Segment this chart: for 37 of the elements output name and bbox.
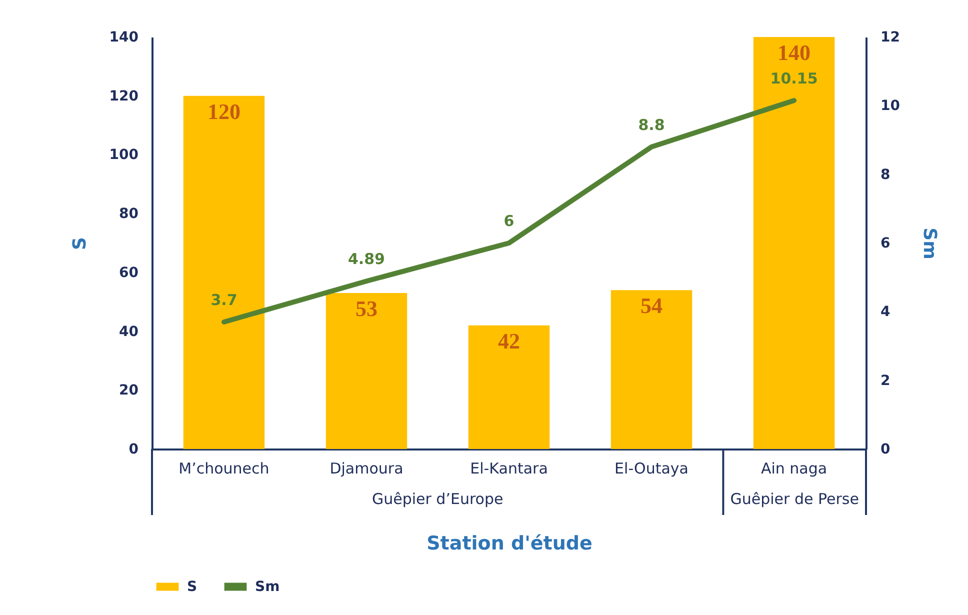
- y-tick-label: 0: [128, 442, 139, 458]
- y-tick-label: 60: [119, 264, 139, 281]
- y2-tick-label: 10: [880, 98, 900, 114]
- y-tick-label: 140: [109, 30, 139, 46]
- data-label: 53: [355, 296, 378, 322]
- y-tick-label: 40: [119, 324, 139, 340]
- y-tick-label: 100: [109, 147, 139, 164]
- data-label: 42: [498, 328, 520, 354]
- y2-tick-label: 8: [880, 166, 890, 183]
- x-tick-label: M’chounech: [178, 460, 270, 478]
- x-tick-label: Ain naga: [760, 460, 828, 478]
- data-label: 3.7: [210, 290, 238, 309]
- data-label: 6: [504, 212, 514, 230]
- y-axis-title: S: [69, 237, 90, 250]
- y-tick-label: 80: [119, 206, 139, 222]
- y-tick-label: 120: [109, 88, 139, 104]
- y2-tick-label: 2: [880, 372, 890, 389]
- data-label: 120: [207, 98, 240, 124]
- data-label: 54: [640, 293, 663, 318]
- legend-label: S: [187, 578, 198, 595]
- y2-tick-label: 12: [880, 30, 900, 46]
- x-tick-label: El-Outaya: [614, 460, 688, 478]
- data-label: 8.8: [638, 116, 665, 134]
- text: Guêpier d’Europe: [372, 490, 504, 508]
- x-tick-label: Djamoura: [330, 460, 404, 478]
- data-label: 10.15: [770, 70, 818, 88]
- x-axis-title: Station d'étude: [426, 532, 592, 554]
- data-label: 140: [778, 40, 811, 65]
- y2-tick-label: 6: [880, 236, 890, 252]
- x-tick-label: El-Kantara: [470, 460, 548, 478]
- legend-label: Sm: [255, 578, 280, 595]
- data-label: 4.89: [348, 250, 385, 268]
- y2-tick-label: 4: [880, 304, 890, 320]
- y2-axis-title: Sm: [918, 228, 940, 260]
- y2-tick-label: 0: [880, 442, 890, 458]
- y-tick-label: 20: [119, 382, 139, 399]
- text: Guêpier de Perse: [730, 490, 859, 508]
